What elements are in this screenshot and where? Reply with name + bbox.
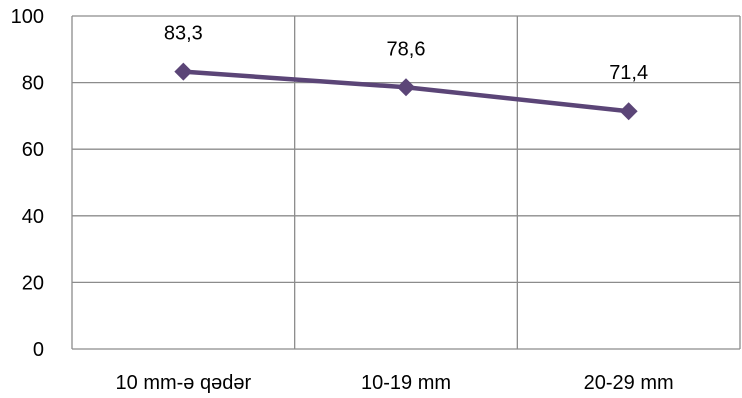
- y-tick-label: 80: [22, 73, 44, 95]
- y-tick-label: 100: [11, 6, 44, 28]
- y-tick-labels: 0 20 40 60 80 100: [11, 6, 44, 361]
- y-tick-label: 20: [22, 272, 44, 294]
- axes: [71, 16, 740, 350]
- x-tick-labels: 10 mm-ə qədər 10-19 mm 20-29 mm: [116, 372, 674, 394]
- y-tick-label: 60: [22, 139, 44, 161]
- grid: [72, 15, 741, 349]
- data-point-marker: [174, 62, 193, 81]
- x-tick-label: 10 mm-ə qədər: [116, 372, 252, 394]
- data-label: 78,6: [387, 38, 426, 60]
- data-point-marker: [397, 78, 415, 97]
- y-tick-label: 0: [33, 339, 44, 361]
- y-tick-label: 40: [22, 206, 44, 228]
- x-tick-label: 20-29 mm: [584, 372, 674, 394]
- data-label: 83,3: [164, 23, 203, 45]
- series: [174, 62, 638, 121]
- x-tick-label: 10-19 mm: [361, 372, 451, 394]
- data-label: 71,4: [609, 62, 648, 84]
- data-labels: 83,3 78,6 71,4: [164, 23, 648, 85]
- data-point-marker: [619, 102, 638, 121]
